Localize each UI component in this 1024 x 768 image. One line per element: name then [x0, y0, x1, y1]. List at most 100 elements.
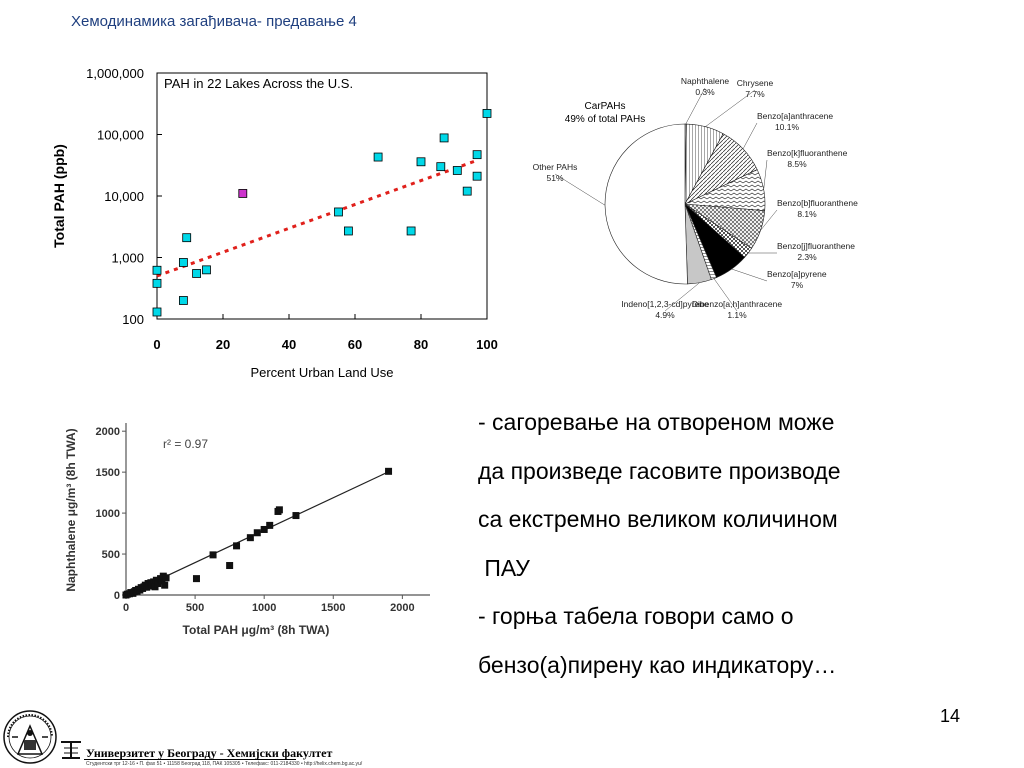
- y-tick-label: 1,000,000: [86, 66, 144, 81]
- lake-data-point: [416, 157, 426, 167]
- lake-data-point: [152, 265, 162, 275]
- lake-data-point: [192, 269, 202, 278]
- footer-institution: Универзитет у Београду - Хемијски факулт…: [86, 746, 333, 760]
- data-point: [162, 574, 170, 582]
- data-point: [275, 506, 283, 514]
- x-tick-label: 1000: [252, 602, 276, 614]
- lake-data-point: [462, 186, 472, 196]
- y-tick-label: 1000: [96, 508, 120, 520]
- leader-line: [760, 209, 778, 231]
- data-point: [385, 467, 393, 475]
- leader-line: [685, 87, 706, 125]
- leader-line: [554, 173, 606, 206]
- body-line: да произведе гасовите производе: [478, 457, 841, 484]
- chart-title: PAH in 22 Lakes Across the U.S.: [164, 76, 353, 91]
- y-tick-label: 100: [122, 312, 144, 327]
- data-point: [192, 575, 200, 583]
- plot-frame: [156, 72, 488, 320]
- leader-line: [713, 278, 738, 312]
- trend-line: [156, 158, 478, 278]
- faculty-emblem-logo: [61, 741, 81, 759]
- lake-data-point: [373, 152, 383, 162]
- footer-divider: [84, 759, 296, 760]
- y-tick-label: 100,000: [97, 128, 144, 143]
- data-point: [209, 551, 217, 559]
- data-point: [253, 529, 261, 537]
- lake-data-point: [439, 133, 449, 143]
- pie-subtitle: 49% of total PAHs: [565, 114, 645, 125]
- lake-data-point: [436, 162, 446, 172]
- y-axis-label: Total PAH (ppb): [51, 144, 67, 248]
- x-tick-label: 100: [476, 337, 498, 352]
- pie-value: 8.5%: [787, 159, 807, 169]
- pie-label: Benzo[k]fluoranthene: [767, 148, 848, 158]
- y-tick-label: 0: [114, 590, 120, 602]
- pie-label: Benzo[j]fluoranthene: [777, 241, 855, 251]
- x-tick-label: 1500: [321, 602, 345, 614]
- university-seal-logo: [3, 710, 57, 764]
- x-tick-label: 80: [414, 337, 428, 352]
- data-point: [246, 534, 254, 542]
- x-tick-label: 500: [186, 602, 204, 614]
- lake-data-point: [406, 226, 416, 236]
- trend-line-segment: [156, 158, 478, 278]
- y-tick-label: 1500: [96, 467, 120, 479]
- x-tick-label: 0: [123, 602, 129, 614]
- lake-data-point: [152, 278, 162, 288]
- pie-value: 0.3%: [695, 87, 715, 97]
- data-point: [161, 581, 169, 589]
- leader-line: [705, 89, 756, 127]
- lake-data-point: [334, 207, 343, 217]
- x-tick-label: 2000: [390, 602, 414, 614]
- y-tick-label: 500: [102, 549, 120, 561]
- pie-value: 8.1%: [797, 209, 817, 219]
- data-points: [122, 467, 393, 599]
- naphthalene-scatter-chart: 0 500 1000 1500 2000 0 500 1000 1500 2000 r² = 0…: [64, 423, 430, 637]
- lake-data-point: [178, 296, 188, 305]
- pie-title: CarPAHs: [585, 101, 626, 112]
- data-point: [260, 525, 268, 533]
- data-points: [152, 109, 492, 317]
- lake-data-point: [452, 166, 462, 175]
- pie-value: 4.9%: [655, 310, 675, 320]
- slide-number: 14: [940, 706, 961, 726]
- body-line: бензо(а)пирену као индикатору…: [478, 651, 837, 678]
- lake-data-point: [182, 233, 192, 243]
- leader-line: [664, 282, 700, 312]
- outlier-data-point: [238, 189, 248, 198]
- leader-line: [763, 159, 768, 190]
- lake-data-point: [472, 150, 482, 160]
- body-line: са екстремно великом количином: [478, 506, 838, 532]
- pie-value: 10.1%: [775, 122, 800, 132]
- footer-address: Студентски трг 12-16 • П. фах 51 • 11158…: [86, 761, 363, 767]
- pie-label: Benzo[b]fluoranthene: [777, 198, 858, 208]
- x-axis-ticks: 0 500 1000 1500 2000: [123, 595, 415, 614]
- pie-value: 7.7%: [745, 89, 765, 99]
- body-line: - горња табела говори само о: [478, 603, 794, 629]
- lake-data-point: [152, 307, 162, 317]
- axes: [125, 423, 430, 596]
- data-point: [158, 577, 166, 585]
- leader-line: [731, 268, 768, 282]
- pah-lakes-scatter-chart: PAH in 22 Lakes Across the U.S. 100 1,000…: [51, 66, 498, 380]
- data-point: [266, 521, 274, 529]
- pie-label: Dibenzo[a,h]anthracene: [692, 299, 783, 309]
- y-tick-label: 1,000: [111, 251, 144, 266]
- data-point: [292, 512, 300, 520]
- carpahs-pie-chart: CarPAHs 49% of total PAHs Naphthalene0.3…: [533, 76, 858, 320]
- data-point: [233, 542, 241, 550]
- lake-data-point: [178, 258, 188, 267]
- lake-data-point: [482, 109, 492, 118]
- pie-value: 7%: [791, 280, 804, 290]
- body-text: - сагоревање на отвореном може да произв…: [478, 398, 1008, 689]
- x-axis-label: Percent Urban Land Use: [250, 365, 393, 380]
- lake-data-point: [343, 226, 353, 236]
- pie-value: 2.3%: [797, 252, 817, 262]
- lake-data-point: [472, 171, 482, 181]
- pie-leader-lines: [554, 87, 778, 312]
- data-point: [154, 580, 162, 588]
- pie-label: Benzo[a]anthracene: [757, 111, 833, 121]
- pie-slices: [604, 123, 766, 285]
- pie-label: Indeno[1,2,3-cd]pyrene: [621, 299, 709, 309]
